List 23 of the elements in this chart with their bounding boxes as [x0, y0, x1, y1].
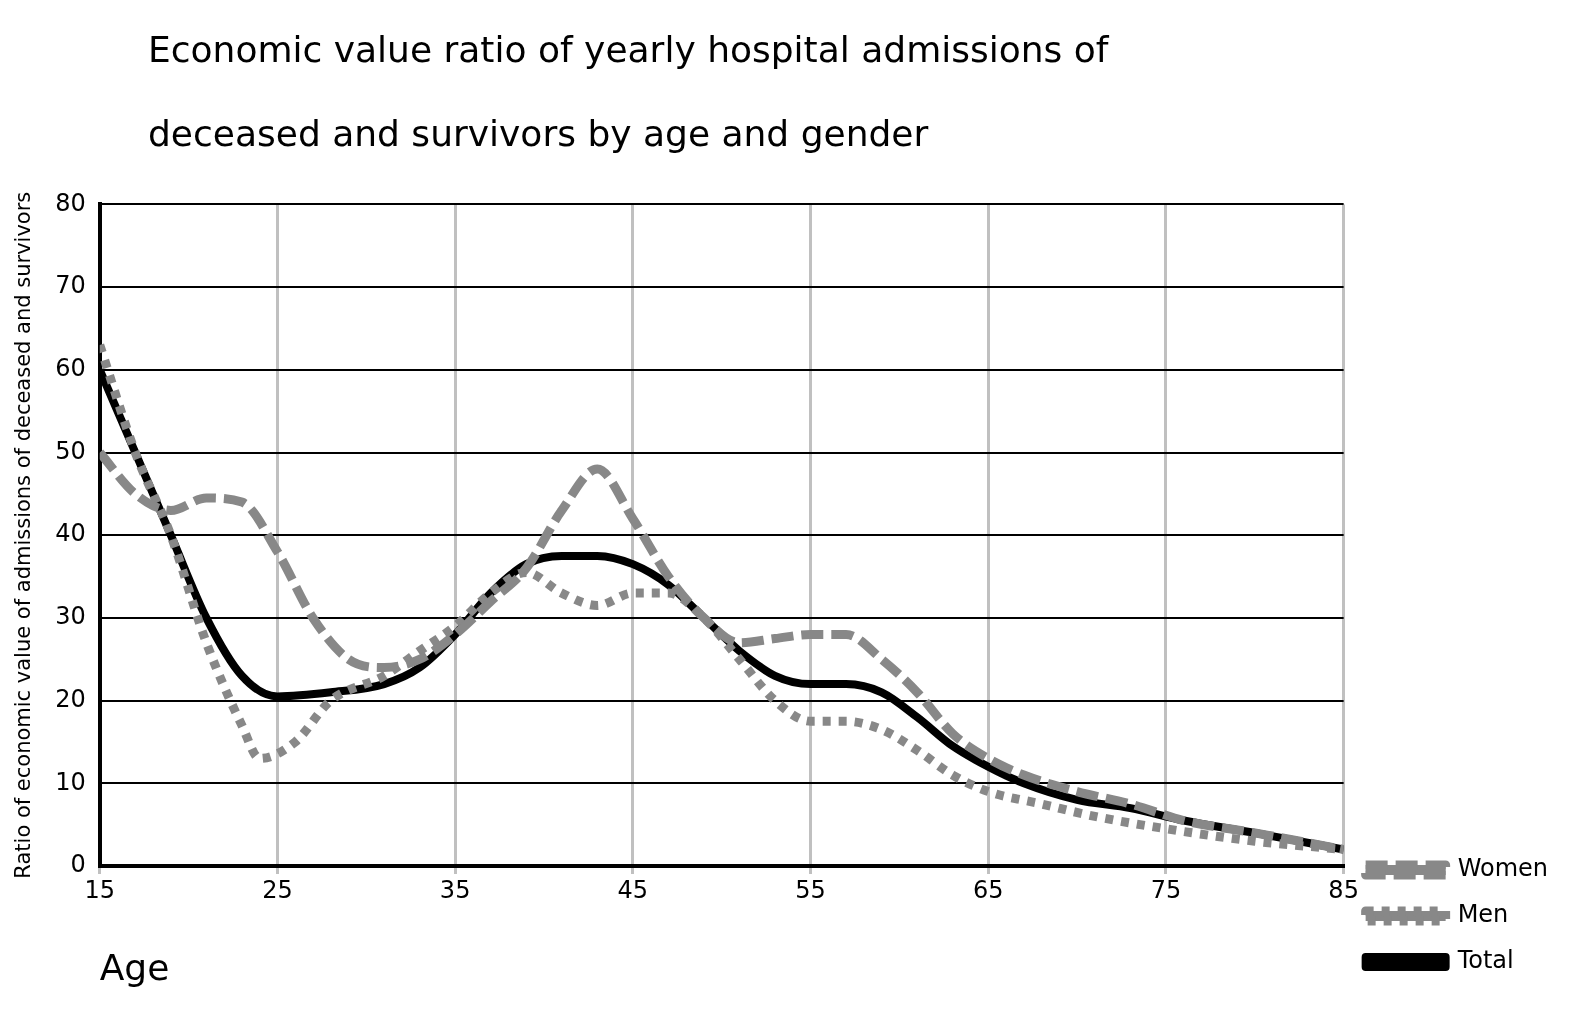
y-tick-label: 30	[55, 602, 86, 631]
x-axis-title: Age	[99, 946, 170, 988]
y-tick-label: 40	[55, 519, 86, 548]
y-tick-label: 10	[55, 767, 86, 796]
chart-title: Economic value ratio of yearly hospital admissions of deceased and survivors by age and gender	[148, 28, 1110, 156]
x-tick-label: 65	[972, 875, 1004, 904]
x-tick-label: 85	[1328, 875, 1359, 904]
y-tick-label: 70	[55, 271, 86, 300]
x-tick-label: 75	[1150, 875, 1182, 904]
y-tick-label: 20	[55, 684, 86, 713]
legend-label: Men	[1457, 900, 1509, 929]
y-axis-title: Ratio of economic value of admissions of deceased and survivors	[11, 191, 36, 879]
y-tick-label: 80	[55, 188, 86, 217]
x-tick-label: 15	[84, 875, 116, 904]
x-tick-label: 55	[795, 875, 826, 904]
y-tick-label: 50	[55, 436, 86, 465]
x-tick-label: 35	[439, 875, 471, 904]
legend-label: Total	[1456, 946, 1514, 975]
x-tick-label: 45	[617, 875, 649, 904]
y-tick-label: 60	[55, 354, 86, 383]
legend-label: Women	[1457, 854, 1549, 883]
x-tick-label: 25	[262, 875, 293, 904]
y-tick-label: 0	[70, 850, 86, 879]
